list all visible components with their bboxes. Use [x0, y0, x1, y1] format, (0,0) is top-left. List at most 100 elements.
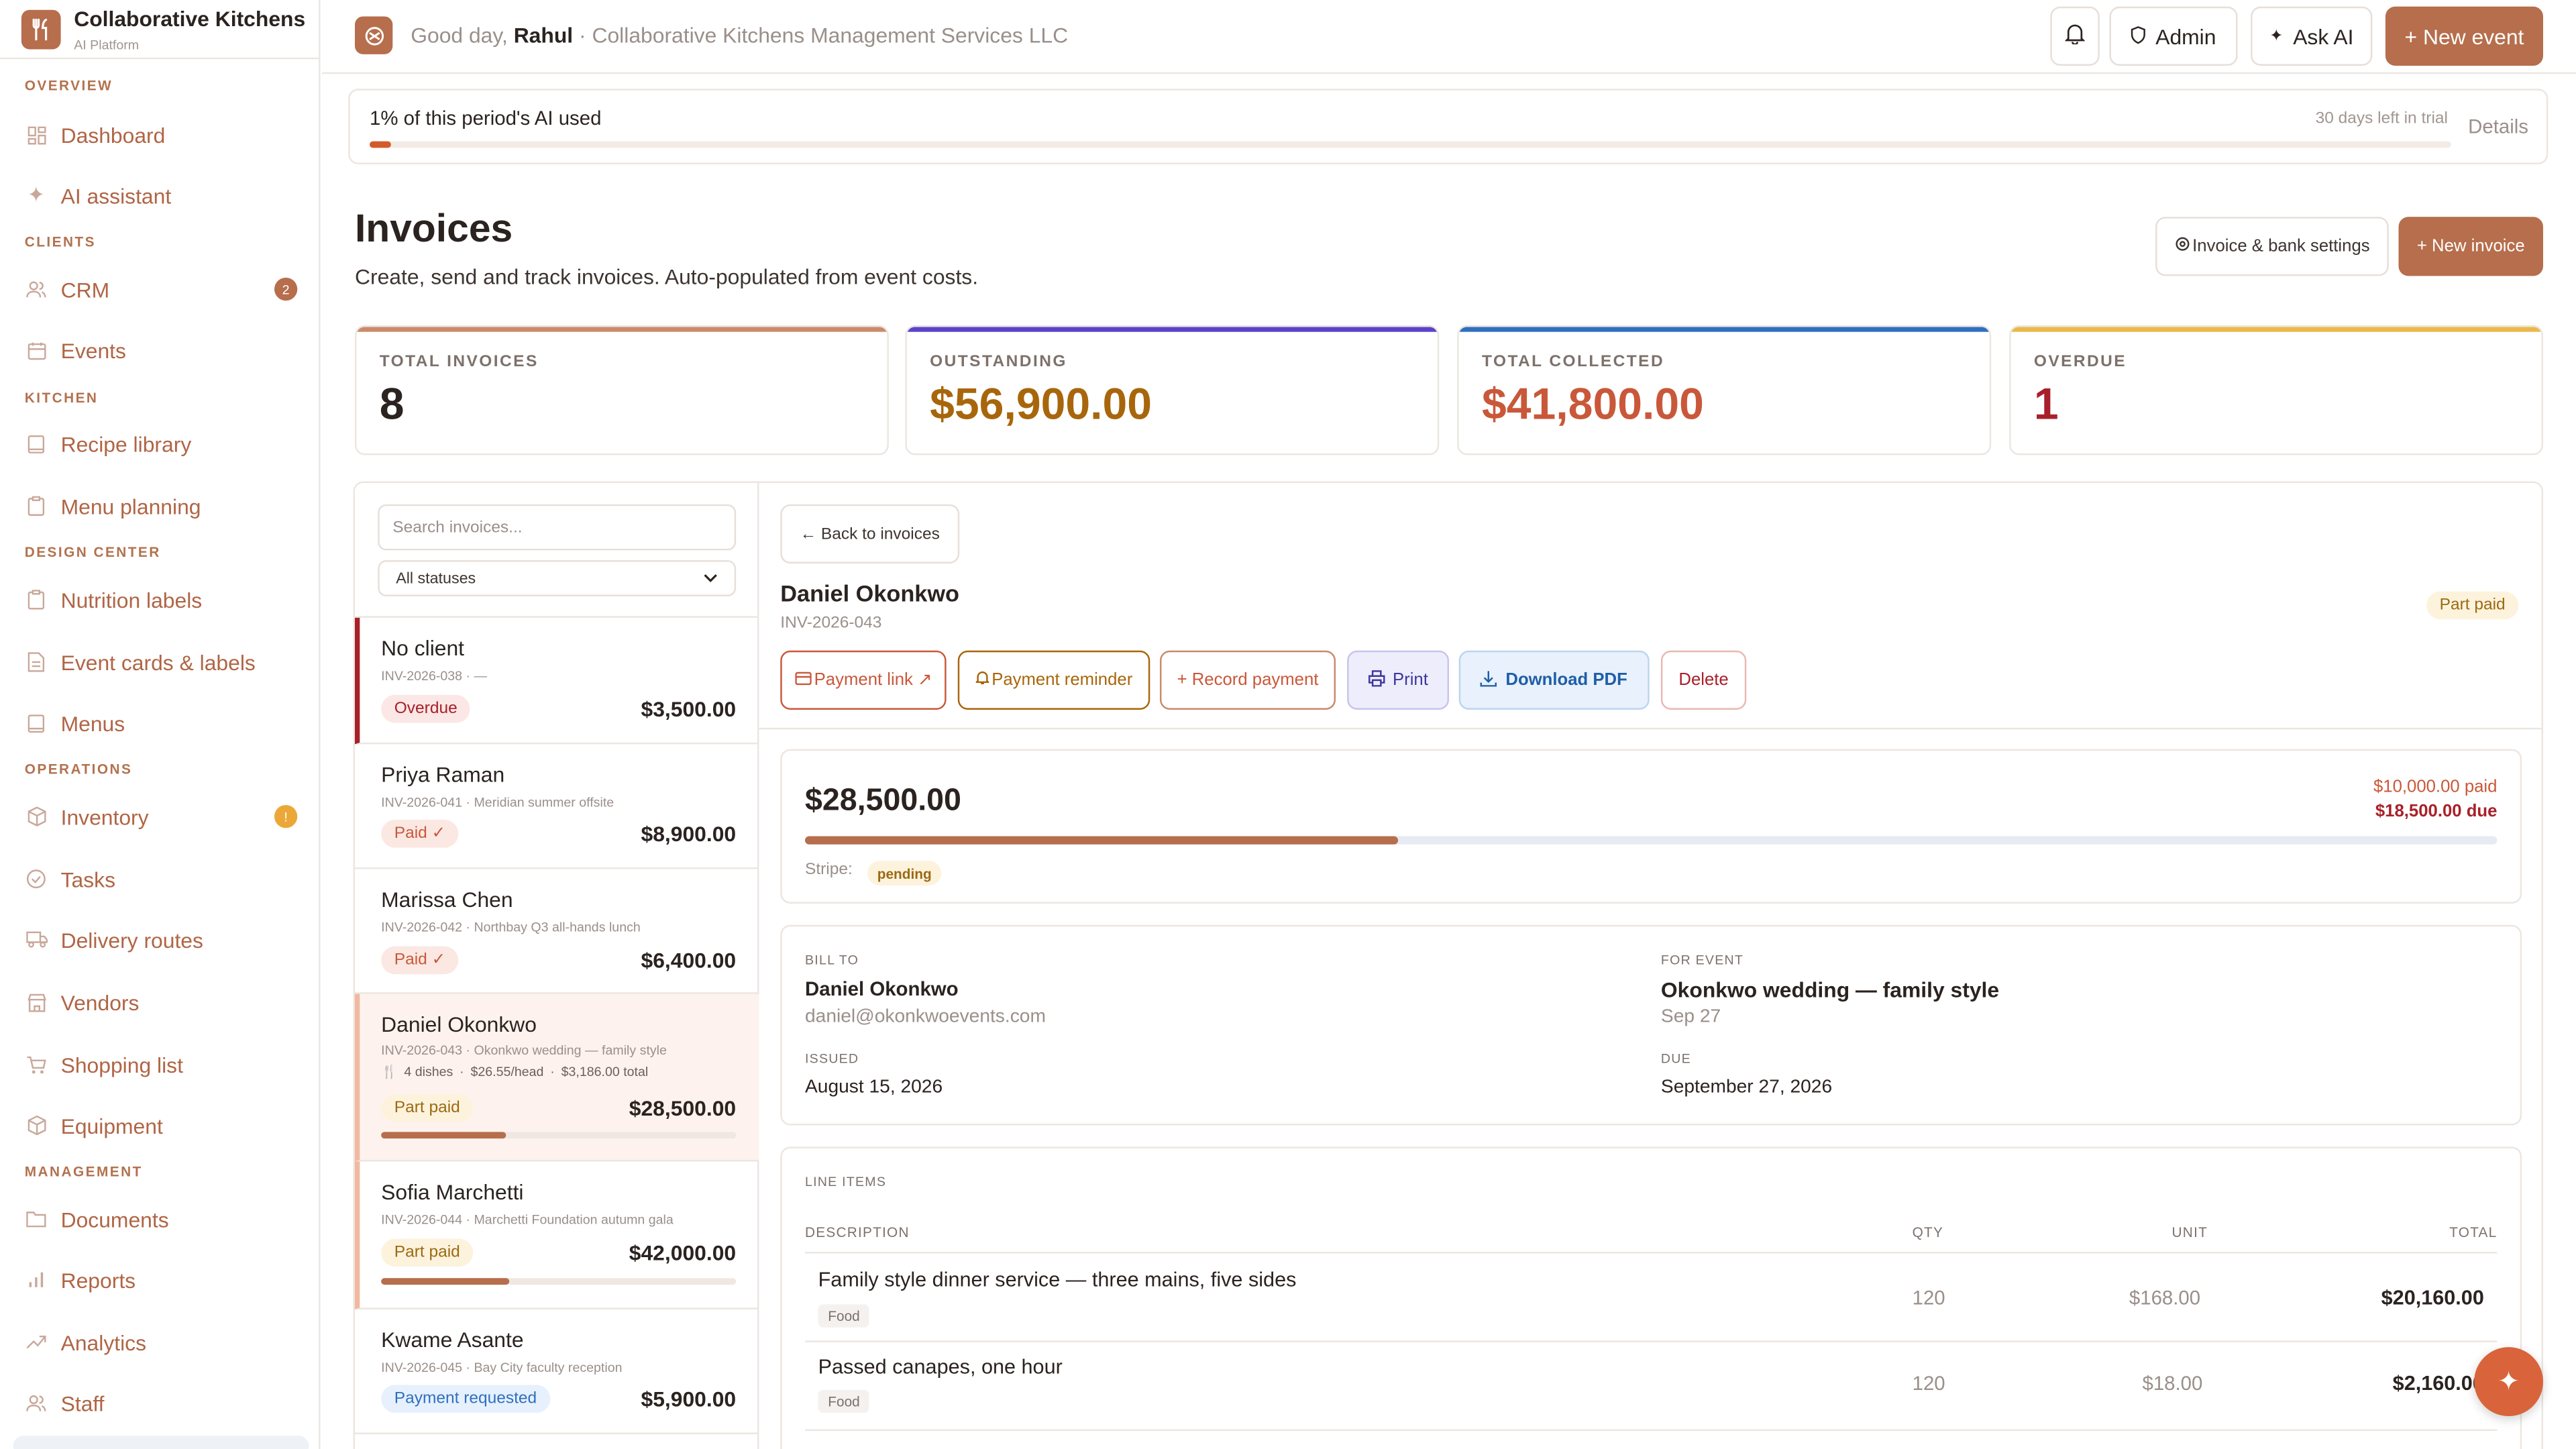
- invoice-list-item-selected[interactable]: Daniel Okonkwo INV-2026-043 · Okonkwo we…: [354, 994, 759, 1162]
- sidebar-item-analytics[interactable]: Analytics: [25, 1324, 304, 1360]
- sidebar-item-events[interactable]: Events: [25, 332, 304, 368]
- payment-progress-fill: [381, 1278, 509, 1285]
- sidebar-item-label: Nutrition labels: [60, 587, 203, 612]
- section-design-center: DESIGN CENTER: [24, 543, 161, 561]
- invoice-list-item[interactable]: No client INV-2026-038 · — Overdue $3,50…: [354, 617, 759, 745]
- event-name[interactable]: Okonkwo wedding — family style: [1660, 977, 2000, 1002]
- invoice-amount: $42,000.00: [629, 1240, 737, 1265]
- table-divider: [805, 1340, 2498, 1342]
- admin-button[interactable]: Admin: [2109, 6, 2238, 66]
- delete-button[interactable]: Delete: [1660, 650, 1747, 710]
- invoice-list-item[interactable]: Priya Raman INV-2026-041 · Meridian summ…: [354, 744, 759, 869]
- sidebar-item-dashboard[interactable]: Dashboard: [25, 117, 304, 153]
- invoice-meta: INV-2026-043 · Okonkwo wedding — family …: [381, 1043, 667, 1059]
- invoice-settings-button[interactable]: Invoice & bank settings: [2155, 217, 2389, 276]
- status-badge: Part paid: [381, 1094, 474, 1122]
- sidebar-item-menus[interactable]: Menus: [25, 705, 304, 741]
- line-total: $2,160.00: [2392, 1371, 2484, 1395]
- sidebar-item-documents[interactable]: Documents: [25, 1201, 304, 1237]
- sidebar-item-vendors[interactable]: Vendors: [25, 984, 304, 1020]
- table-row: Passed canapes, one hour Food 120 $18.00…: [805, 1342, 2497, 1430]
- sidebar-item-label: Vendors: [60, 989, 140, 1015]
- bill-to-label: BILL TO: [805, 953, 859, 968]
- shield-icon: [2131, 24, 2146, 49]
- amount-paid: $10,000.00 paid: [2373, 777, 2498, 797]
- sidebar-item-label: Delivery routes: [60, 927, 203, 953]
- folder-icon: [25, 1208, 48, 1230]
- column-header-total: TOTAL: [2449, 1224, 2498, 1240]
- line-qty: 120: [1912, 1371, 1945, 1395]
- bill-details-card: BILL TO Daniel Okonkwo daniel@okonkwoeve…: [780, 924, 2522, 1126]
- stat-accent-bar: [356, 327, 888, 332]
- sidebar-item-crm[interactable]: CRM 2: [25, 271, 304, 307]
- sidebar-item-menu-planning[interactable]: Menu planning: [25, 488, 304, 524]
- sparkle-icon: ✦: [2498, 1368, 2520, 1397]
- sidebar-scroll-item[interactable]: [13, 1436, 309, 1449]
- print-button[interactable]: Print: [1347, 650, 1450, 710]
- sidebar-item-nutrition-labels[interactable]: Nutrition labels: [25, 582, 304, 618]
- download-pdf-button[interactable]: Download PDF: [1458, 650, 1650, 710]
- invoice-amount: $5,900.00: [641, 1386, 737, 1411]
- bill-to-email[interactable]: daniel@okonkwoevents.com: [805, 1007, 1046, 1027]
- invoice-list-item[interactable]: Kwame Asante INV-2026-045 · Bay City fac…: [354, 1309, 759, 1434]
- ai-assistant-fab[interactable]: ✦: [2474, 1347, 2544, 1417]
- sidebar-item-staff[interactable]: Staff: [25, 1385, 304, 1421]
- company-name: · Collaborative Kitchens Management Serv…: [579, 23, 1069, 48]
- record-payment-button[interactable]: + Record payment: [1159, 650, 1336, 710]
- bar-chart-icon: [25, 1269, 48, 1291]
- sidebar-item-ai-assistant[interactable]: ✦ AI assistant: [25, 177, 304, 213]
- users-icon: [25, 1391, 48, 1414]
- status-badge: Payment requested: [381, 1385, 550, 1413]
- new-event-button[interactable]: + New event: [2385, 6, 2544, 66]
- invoice-amount: $8,900.00: [641, 821, 737, 847]
- invoice-list-item[interactable]: Marissa Chen INV-2026-042 · Northbay Q3 …: [354, 869, 759, 994]
- stat-value: $41,800.00: [1481, 379, 1704, 429]
- sidebar-item-reports[interactable]: Reports: [25, 1262, 304, 1298]
- category-tag: Food: [818, 1389, 870, 1413]
- book-icon: [25, 711, 48, 734]
- payment-reminder-button[interactable]: Payment reminder: [957, 650, 1150, 710]
- trend-icon: [25, 1331, 48, 1354]
- ask-ai-button[interactable]: ✦ Ask AI: [2251, 6, 2373, 66]
- invoice-meta: INV-2026-045 · Bay City faculty receptio…: [381, 1360, 623, 1375]
- cart-icon: [25, 1053, 48, 1076]
- sidebar-item-equipment[interactable]: Equipment: [25, 1108, 304, 1144]
- dish-count: 4 dishes: [404, 1064, 453, 1079]
- sidebar-item-delivery-routes[interactable]: Delivery routes: [25, 922, 304, 958]
- sidebar-item-recipe-library[interactable]: Recipe library: [25, 425, 304, 462]
- event-date: Sep 27: [1660, 1007, 1721, 1027]
- greeting: Good day, Rahul · Collaborative Kitchens…: [411, 23, 1068, 48]
- sidebar-item-inventory[interactable]: Inventory !: [25, 798, 304, 835]
- invoice-client-name: Sofia Marchetti: [381, 1179, 524, 1205]
- invoice-number: INV-2026-043: [780, 614, 882, 633]
- new-invoice-button[interactable]: + New invoice: [2398, 217, 2544, 276]
- line-description: Family style dinner service — three main…: [818, 1268, 1297, 1291]
- status-filter-select[interactable]: All statuses: [378, 560, 737, 596]
- notifications-button[interactable]: [2050, 6, 2100, 66]
- bell-icon: [973, 670, 990, 690]
- payment-link-button[interactable]: Payment link ↗: [780, 650, 947, 710]
- sidebar-item-tasks[interactable]: Tasks: [25, 861, 304, 897]
- sidebar-item-event-cards[interactable]: Event cards & labels: [25, 644, 304, 680]
- search-input[interactable]: Search invoices...: [378, 504, 737, 551]
- stat-card-outstanding: OUTSTANDING $56,900.00: [905, 325, 1440, 455]
- section-clients: CLIENTS: [24, 233, 96, 250]
- clipboard-icon: [25, 588, 48, 611]
- line-qty: 120: [1912, 1286, 1945, 1309]
- column-header-description: DESCRIPTION: [805, 1224, 910, 1240]
- admin-label: Admin: [2155, 23, 2216, 49]
- list-divider: [354, 616, 759, 618]
- usage-details-link[interactable]: Details: [2468, 115, 2528, 138]
- book-icon: [25, 432, 48, 455]
- back-to-invoices-button[interactable]: ← Back to invoices: [780, 504, 960, 564]
- stat-label: OVERDUE: [2033, 353, 2127, 372]
- separator: ·: [550, 1064, 555, 1079]
- invoice-list-item[interactable]: Sofia Marchetti INV-2026-044 · Marchetti…: [354, 1161, 759, 1309]
- stat-accent-bar: [906, 327, 1438, 332]
- users-icon: [25, 278, 48, 301]
- sidebar-item-shopping-list[interactable]: Shopping list: [25, 1046, 304, 1083]
- invoice-meta: INV-2026-044 · Marchetti Foundation autu…: [381, 1212, 674, 1228]
- ai-usage-progress-fill: [370, 141, 391, 148]
- app-name: Collaborative Kitchens: [74, 6, 306, 32]
- sidebar-item-label: Event cards & labels: [60, 649, 256, 675]
